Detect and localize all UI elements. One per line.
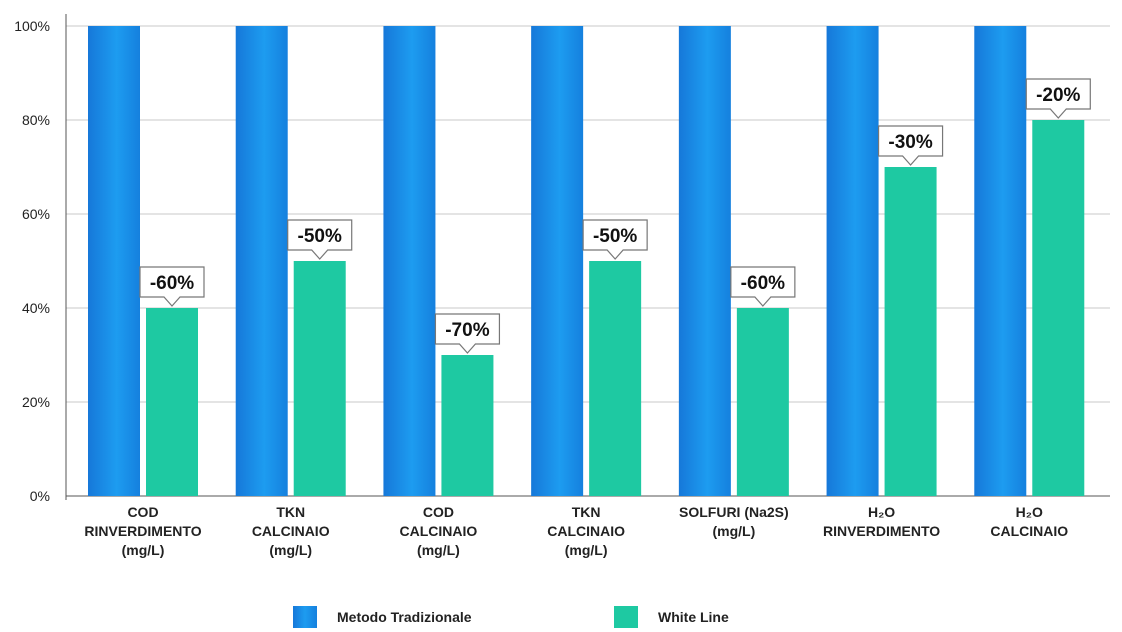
x-tick-label: CALCINAIO: [400, 523, 478, 539]
x-tick-label: CALCINAIO: [547, 523, 625, 539]
bar-white-line: [884, 167, 937, 496]
callout-bubble: [139, 266, 205, 307]
callout-bubble: [730, 266, 796, 307]
bar-white-line: [1032, 120, 1085, 496]
callout-label: -50%: [593, 226, 637, 247]
grid-lines: [65, 14, 1110, 500]
y-tick-label: 20%: [22, 394, 50, 410]
x-axis-ticks: COD RINVERDIMENTO (mg/L) TKN CALCINAIO (mg/L)…: [84, 504, 1068, 558]
x-tick-label: TKN: [572, 504, 601, 520]
x-tick-label: RINVERDIMENTO: [823, 523, 940, 539]
callout-label: -60%: [150, 273, 194, 294]
y-tick-label: 40%: [22, 300, 50, 316]
callout-label: -20%: [1036, 85, 1080, 106]
bar-metodo-tradizionale: [974, 26, 1027, 496]
bar-metodo-tradizionale: [531, 26, 584, 496]
bar-white-line: [589, 261, 642, 496]
x-tick-label: TKN: [276, 504, 305, 520]
legend-label: White Line: [658, 609, 729, 625]
bar-metodo-tradizionale: [88, 26, 140, 496]
bar-metodo-tradizionale: [383, 26, 436, 496]
x-tick-label: H₂O: [868, 504, 895, 520]
callout-bubble: [434, 313, 501, 354]
callout-bubble: [582, 219, 648, 260]
callout-label: -30%: [888, 132, 932, 153]
x-tick-label: COD: [127, 504, 158, 520]
legend-swatch-green: [614, 606, 638, 628]
callout-label: -60%: [741, 273, 785, 294]
x-tick-label: H₂O: [1016, 504, 1043, 520]
x-tick-label: (mg/L): [122, 542, 165, 558]
x-tick-label: RINVERDIMENTO: [84, 523, 201, 539]
x-tick-label: (mg/L): [417, 542, 460, 558]
x-tick-label: CALCINAIO: [990, 523, 1068, 539]
legend-label: Metodo Tradizionale: [337, 609, 472, 625]
x-tick-label: COD: [423, 504, 454, 520]
bar-metodo-tradizionale: [678, 26, 731, 496]
x-tick-label: (mg/L): [269, 542, 312, 558]
x-tick-label: CALCINAIO: [252, 523, 330, 539]
x-tick-label: (mg/L): [712, 523, 755, 539]
x-tick-label: (mg/L): [565, 542, 608, 558]
legend-swatch-blue: [293, 606, 317, 628]
y-axis-ticks: 0% 20% 40% 60% 80% 100%: [14, 18, 50, 504]
bar-chart: 0%20%40%60%80%100% -60%-50%-70%-50%-60%-…: [14, 14, 1110, 558]
bar-white-line: [146, 308, 198, 496]
bar-white-line: [293, 261, 346, 496]
callout-label: -70%: [445, 320, 489, 341]
y-tick-label: 80%: [22, 112, 50, 128]
y-tick-label: 0%: [30, 488, 50, 504]
bar-white-line: [441, 355, 494, 496]
legend-item-metodo-tradizionale: Metodo Tradizionale: [293, 606, 472, 628]
reduction-callouts: -60% -50% -70% -50% -60% -30% -20%: [139, 78, 1091, 354]
bar-metodo-tradizionale: [235, 26, 288, 496]
legend: Metodo Tradizionale White Line: [0, 606, 1122, 632]
bars: [88, 26, 1085, 496]
bar-metodo-tradizionale: [826, 26, 879, 496]
y-tick-label: 60%: [22, 206, 50, 222]
callout-bubble: [877, 125, 944, 166]
bar-white-line: [736, 308, 789, 496]
y-tick-label: 100%: [14, 18, 50, 34]
callout-bubble: [1025, 78, 1091, 119]
x-tick-label: SOLFURI (Na2S): [679, 504, 789, 520]
callout-label: -50%: [298, 226, 342, 247]
legend-item-white-line: White Line: [614, 606, 729, 628]
callout-bubble: [287, 219, 353, 260]
